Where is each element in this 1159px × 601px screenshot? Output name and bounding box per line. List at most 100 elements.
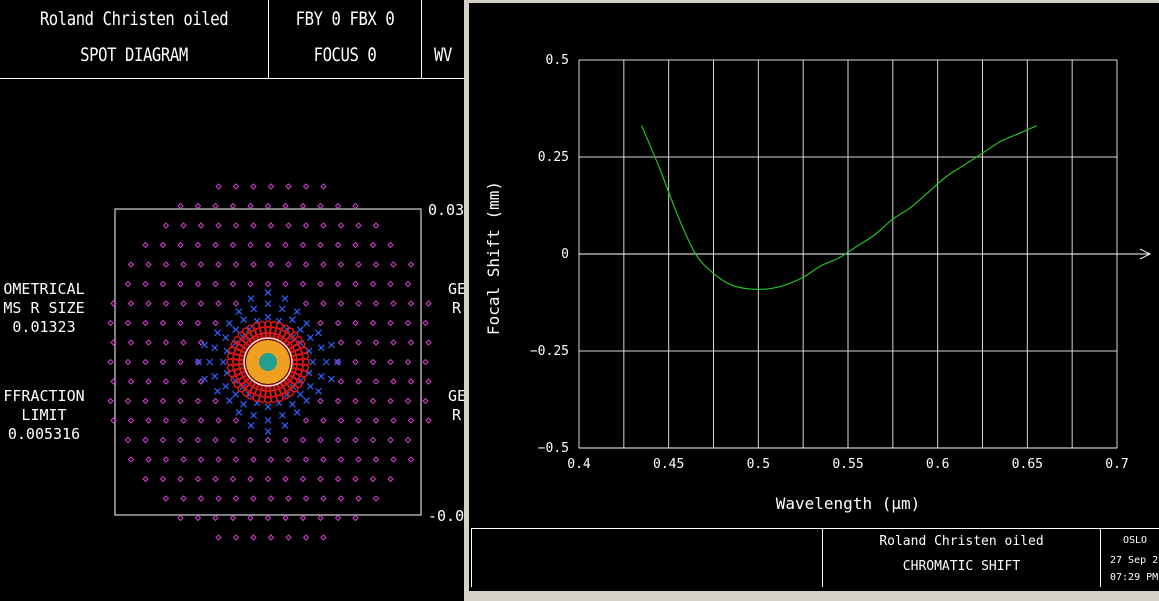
- spot-diamond: [110, 417, 117, 424]
- spot-cross: [264, 300, 272, 308]
- r-label-2: R: [452, 406, 462, 424]
- r-label-1: R: [452, 299, 462, 317]
- spot-ring-mark: [237, 385, 245, 393]
- spot-diamond: [232, 417, 240, 424]
- spot-diamond: [162, 417, 170, 424]
- diffraction-limit-value: 0.005316: [7, 425, 81, 443]
- chart-tick-labels: 0.4 0.45 0.5 0.55 0.6 0.65 0.7 0.5 0.25 0 −0.25 −0.…: [530, 53, 1129, 472]
- spot-diamond: [337, 222, 345, 229]
- spot-diamond: [372, 378, 380, 385]
- focal-shift-data-point: [981, 152, 984, 154]
- focal-shift-data-point: [892, 218, 894, 220]
- spot-diamond: [299, 280, 307, 288]
- spot-diamond: [425, 378, 432, 385]
- spot-diamond: [369, 358, 377, 366]
- spot-diamond: [404, 280, 412, 288]
- spot-diamond: [247, 475, 254, 483]
- spot-diamond: [177, 319, 184, 327]
- spot-diamond: [355, 300, 362, 307]
- focal-shift-data-point: [963, 164, 966, 166]
- spot-diamond: [320, 417, 327, 424]
- limit-label: LIMIT: [21, 406, 67, 424]
- spot-diamond: [372, 495, 380, 502]
- spot-diamond: [215, 495, 222, 502]
- spot-diamond: [369, 280, 377, 288]
- spot-diamond: [404, 358, 412, 366]
- spot-diamond: [232, 456, 240, 463]
- spot-diamond: [215, 261, 222, 268]
- spot-diamond: [372, 456, 380, 463]
- spot-diamond: [142, 475, 149, 483]
- field-label: FBY 0 FBX 0: [295, 8, 395, 30]
- spot-diamond: [407, 417, 415, 424]
- spot-diamond: [320, 456, 327, 463]
- focal-shift-series-line: [641, 125, 1037, 291]
- spot-diamond: [215, 534, 222, 541]
- spot-diamond: [229, 475, 237, 483]
- spot-diamond: [267, 456, 275, 463]
- spot-diamond: [110, 378, 117, 385]
- spot-diamond: [145, 417, 152, 424]
- spot-diagram-window[interactable]: Roland Christen oiled SPOT DIAGRAM FBY 0…: [0, 0, 470, 601]
- spot-diamond: [212, 514, 219, 522]
- spot-cross: [264, 428, 272, 435]
- spot-diamond: [387, 475, 394, 483]
- y-tick-label: 0.25: [538, 150, 569, 165]
- spot-points: [107, 183, 432, 541]
- footer-date: 27 Sep 2: [1110, 555, 1159, 566]
- focal-shift-data-point: [999, 140, 1002, 143]
- spot-diamond: [334, 436, 342, 444]
- spot-diamond: [282, 514, 289, 522]
- spot-diamond: [320, 495, 327, 502]
- spot-diamond: [229, 280, 237, 288]
- spot-diamond: [162, 378, 170, 385]
- spot-diamond: [407, 261, 415, 268]
- spot-diamond: [212, 436, 219, 444]
- spot-cross: [219, 358, 227, 366]
- spot-ring-mark: [291, 331, 299, 339]
- spot-diamond: [282, 436, 289, 444]
- spot-cross: [334, 358, 341, 366]
- zero-line-arrow: [1139, 248, 1152, 260]
- spot-ring-mark: [286, 327, 295, 335]
- spot-diamond: [107, 319, 114, 327]
- spot-cross: [281, 422, 289, 429]
- spot-diamond: [194, 280, 202, 288]
- spot-diamond: [145, 456, 152, 463]
- spot-diamond: [425, 339, 432, 346]
- focal-shift-data-point: [946, 175, 948, 177]
- spot-diamond: [317, 241, 324, 249]
- spot-diamond: [299, 475, 307, 483]
- spot-diamond: [194, 202, 202, 210]
- spot-diamond: [142, 319, 149, 327]
- spot-cross: [222, 334, 230, 341]
- spot-diamond: [180, 495, 187, 502]
- spot-ring-mark: [230, 341, 238, 349]
- chromatic-footer: Roland Christen oiled CHROMATIC SHIFT OS…: [471, 528, 1159, 587]
- spot-diamond: [180, 378, 187, 385]
- spot-diamond: [372, 300, 380, 307]
- spot-diamond: [369, 319, 377, 327]
- spot-diamond: [422, 358, 429, 366]
- spot-diamond: [247, 202, 254, 210]
- spot-diamond: [127, 456, 135, 463]
- footer-program: OSLO: [1123, 535, 1148, 546]
- spot-cross: [328, 375, 335, 383]
- spot-diamond: [142, 397, 149, 405]
- focal-shift-data-point: [1035, 125, 1037, 127]
- spot-diamond: [107, 397, 114, 405]
- spot-diamond: [299, 436, 307, 444]
- spot-diamond: [352, 475, 359, 483]
- spot-diamond: [124, 280, 132, 288]
- spot-cross: [201, 341, 208, 349]
- spot-diamond: [215, 300, 222, 307]
- spot-diamond: [194, 514, 202, 522]
- x-tick-label: 0.7: [1105, 457, 1128, 472]
- spot-diamond: [317, 319, 324, 327]
- x-tick-label: 0.4: [567, 457, 591, 472]
- spot-diamond: [197, 222, 205, 229]
- spot-diamond: [355, 261, 362, 268]
- spot-cross: [281, 295, 289, 302]
- spot-diamond: [302, 261, 310, 268]
- spot-diamond: [369, 436, 377, 444]
